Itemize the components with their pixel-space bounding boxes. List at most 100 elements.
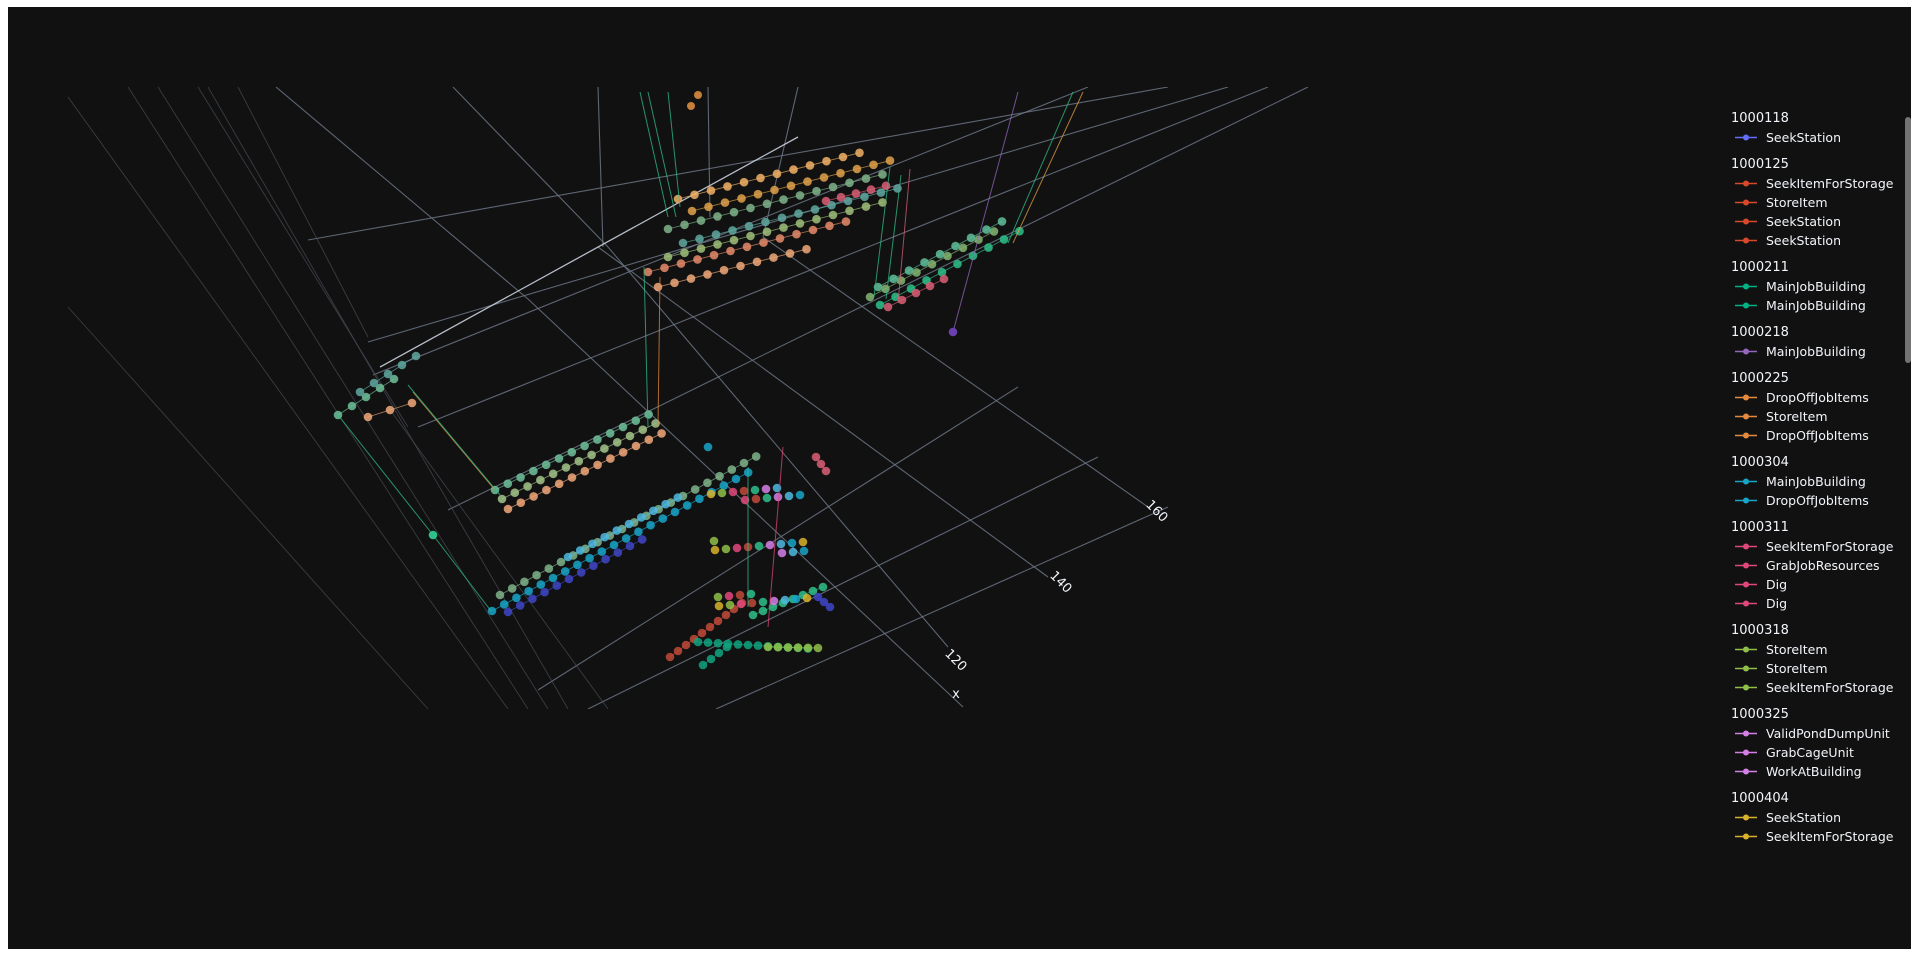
trajectory-low-d-marker <box>575 546 585 555</box>
legend-item[interactable]: MainJobBuilding <box>1731 472 1906 491</box>
legend-item[interactable]: DropOffJobItems <box>1731 426 1906 445</box>
legend-item[interactable]: WorkAtBuilding <box>1731 762 1906 781</box>
grid-line <box>127 87 529 709</box>
trajectory-mid-c-marker <box>606 454 615 463</box>
legend-item[interactable]: SeekStation <box>1731 128 1906 147</box>
trajectory-bottom-a-marker <box>705 622 715 632</box>
trajectory-bottom-f-marker <box>813 592 823 602</box>
legend-item[interactable]: StoreItem <box>1731 193 1906 212</box>
trajectory-connector <box>647 91 677 218</box>
trajectory-cluster-marker <box>724 591 734 601</box>
trajectory-top-a-marker <box>805 161 815 170</box>
trajectory-mid-a-marker <box>567 447 577 457</box>
legend-item[interactable]: GrabJobResources <box>1731 556 1906 575</box>
legend-item[interactable]: MainJobBuilding <box>1731 277 1906 296</box>
legend-item-label: DropOffJobItems <box>1766 390 1869 405</box>
legend-item[interactable]: DropOffJobItems <box>1731 388 1906 407</box>
trajectory-low-b-marker <box>556 557 566 567</box>
legend-item[interactable]: Dig <box>1731 575 1906 594</box>
trajectory-low-d-marker <box>649 506 658 516</box>
trajectory-low-b-marker <box>703 478 712 488</box>
trajectory-low-a-marker <box>548 573 558 583</box>
trajectory-cluster-marker <box>717 488 727 498</box>
legend-swatch-icon <box>1735 199 1757 206</box>
trajectory-low-c-marker <box>576 568 586 577</box>
legend-group: 1000218 MainJobBuilding <box>1731 324 1906 361</box>
trajectory-low-d-marker <box>588 539 597 549</box>
trajectory-connector <box>412 391 496 491</box>
grid-line <box>715 506 1169 709</box>
legend-item[interactable]: SeekItemForStorage <box>1731 678 1906 697</box>
legend-item[interactable]: MainJobBuilding <box>1731 296 1906 315</box>
trajectory-left-b-marker <box>383 369 393 379</box>
trajectory-top-a-marker <box>673 194 683 204</box>
legend-item[interactable]: DropOffJobItems <box>1731 491 1906 510</box>
trajectory-right-a-marker <box>958 243 968 253</box>
trajectory-right-b-marker <box>984 243 993 252</box>
trajectory-low-b-marker <box>739 458 749 468</box>
grid-line <box>157 87 549 709</box>
legend-item[interactable]: GrabCageUnit <box>1731 743 1906 762</box>
trajectory-mid-c-marker <box>618 448 628 457</box>
trajectory-cluster-marker <box>798 537 808 547</box>
trajectory-connector <box>873 166 891 298</box>
trajectory-right-d-marker <box>925 281 935 291</box>
legend-item[interactable]: StoreItem <box>1731 407 1906 426</box>
trajectory-low-a-marker <box>634 527 643 537</box>
trajectory-cluster-marker <box>739 486 749 496</box>
trajectory-right-c-marker <box>920 258 929 267</box>
grid-line <box>597 87 604 248</box>
legend-group-title: 1000318 <box>1731 623 1789 638</box>
trajectory-low-b-marker <box>715 471 724 481</box>
legend-group-title: 1000211 <box>1731 260 1789 275</box>
legend-item[interactable]: SeekItemForStorage <box>1731 537 1906 556</box>
legend-swatch-icon <box>1735 600 1757 607</box>
trajectory-right-c-marker <box>889 274 898 284</box>
legend-swatch-icon <box>1735 180 1757 187</box>
trajectory-low-b-marker <box>727 465 737 474</box>
legend-item[interactable]: SeekItemForStorage <box>1731 174 1906 193</box>
legend-item[interactable]: MainJobBuilding <box>1731 342 1906 361</box>
trajectory-left-c-marker <box>385 405 395 415</box>
grid-line <box>417 87 1269 428</box>
trajectory-low-d-marker <box>612 526 622 535</box>
trajectory-mid-b-marker <box>523 482 532 491</box>
legend-scrollbar[interactable] <box>1905 117 1911 363</box>
plot-3d-scene[interactable]: 120 140 160 x <box>8 7 1911 949</box>
scene-group <box>67 87 1309 709</box>
trajectory-cluster-marker <box>799 546 809 556</box>
trajectory-bottom-f-marker <box>819 597 829 607</box>
legend-item[interactable]: SeekItemForStorage <box>1731 827 1906 846</box>
legend-item[interactable]: StoreItem <box>1731 640 1906 659</box>
trajectory-low-c-marker <box>564 574 574 584</box>
legend-group: 1000304 MainJobBuilding DropOffJobItems <box>1731 454 1906 510</box>
grid-line <box>707 87 711 218</box>
trajectory-mid-c-marker <box>593 460 602 470</box>
trajectory-low-a-marker <box>512 593 521 603</box>
trajectory-mid-a-marker <box>554 454 564 463</box>
trajectory-top-e-marker <box>729 235 739 245</box>
legend-swatch-icon <box>1735 394 1757 401</box>
trajectory-top-f-marker <box>660 263 669 273</box>
trajectory-cluster-marker <box>728 487 738 497</box>
trajectory-connector <box>639 91 669 218</box>
trajectory-top-h-marker <box>851 189 861 198</box>
legend-item[interactable]: Dig <box>1731 594 1906 613</box>
legend-item[interactable]: SeekStation <box>1731 231 1906 250</box>
trajectory-mid-c-marker <box>580 466 590 476</box>
trajectory-mid-b-marker <box>561 463 571 472</box>
trajectory-top-g-marker <box>736 261 745 271</box>
trajectory-cluster-marker <box>758 597 768 607</box>
grid-line <box>597 246 1049 578</box>
legend-item[interactable]: StoreItem <box>1731 659 1906 678</box>
trajectory-mid-a-marker <box>516 473 525 482</box>
legend-item[interactable]: ValidPondDumpUnit <box>1731 724 1906 743</box>
trajectory-top-b-marker <box>836 168 845 178</box>
trajectory-marker <box>948 327 958 337</box>
trajectory-mid-a-marker <box>631 416 641 426</box>
legend-item[interactable]: SeekStation <box>1731 212 1906 231</box>
trajectory-mid-a-marker <box>580 441 589 451</box>
trajectory-top-c-marker <box>680 220 689 230</box>
legend-item[interactable]: SeekStation <box>1731 808 1906 827</box>
legend-group: 1000118 SeekStation <box>1731 110 1906 147</box>
